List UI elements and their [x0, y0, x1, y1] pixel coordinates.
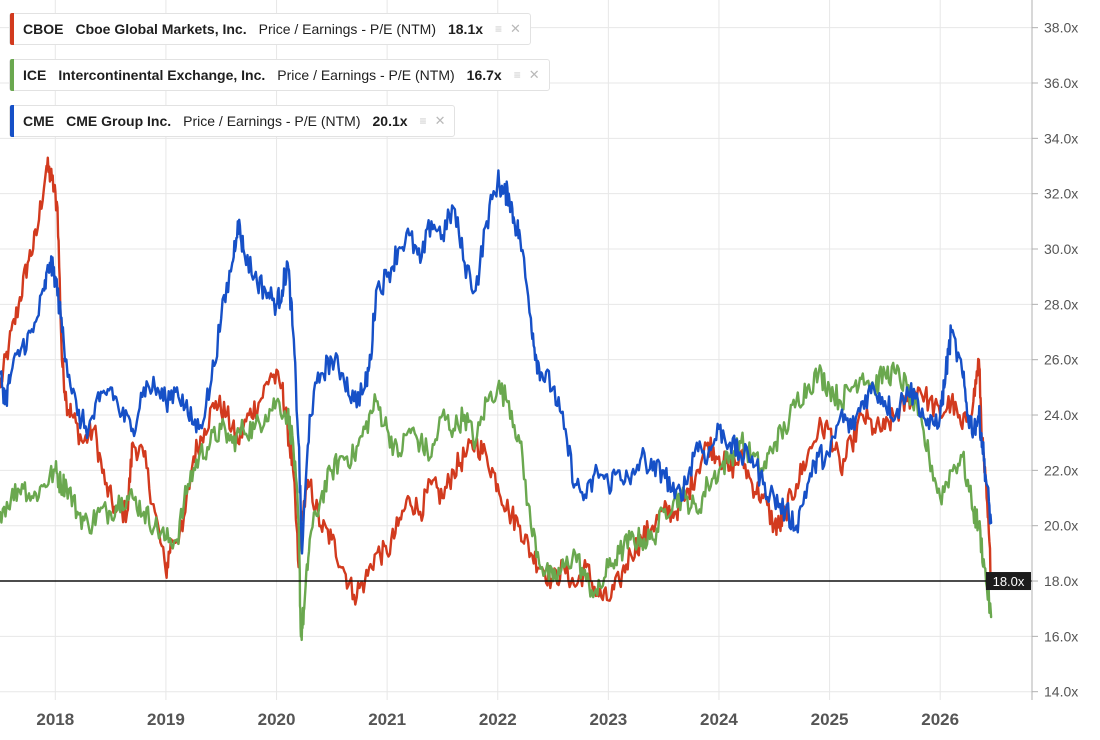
legend-color-swatch	[10, 105, 14, 137]
x-tick-label: 2025	[811, 710, 849, 729]
y-tick-label: 24.0x	[1044, 407, 1078, 423]
y-tick-label: 20.0x	[1044, 518, 1078, 534]
y-tick-label: 36.0x	[1044, 75, 1078, 91]
close-icon[interactable]: ✕	[434, 113, 446, 128]
series-line-cboe	[0, 156, 993, 606]
legend-metric-label: Price / Earnings - P/E (NTM)	[277, 67, 455, 83]
close-icon[interactable]: ✕	[528, 67, 540, 82]
x-tick-label: 2024	[700, 710, 738, 729]
legend-metric-label: Price / Earnings - P/E (NTM)	[258, 21, 436, 37]
x-tick-label: 2020	[258, 710, 296, 729]
reference-line-layer: 18.0x	[0, 572, 1032, 591]
legend-company-name: CME Group Inc.	[66, 113, 172, 129]
series-layer	[0, 156, 993, 642]
legend-item-cboe[interactable]: CBOE Cboe Global Markets, Inc. Price / Ear…	[9, 13, 531, 45]
y-tick-label: 30.0x	[1044, 241, 1078, 257]
x-tick-label: 2019	[147, 710, 185, 729]
close-icon[interactable]: ✕	[510, 21, 521, 36]
axis-layer: 14.0x 16.0x 18.0x 20.0x 22.0x 24.0x 26.0x 28.0x…	[36, 0, 1078, 729]
x-tick-label: 2023	[589, 710, 627, 729]
legend-item-cme[interactable]: CME CME Group Inc. Price / Earnings - P/E …	[9, 105, 456, 137]
x-tick-label: 2026	[921, 710, 959, 729]
legend-company-name: Cboe Global Markets, Inc.	[75, 21, 247, 37]
x-tick-label: 2021	[368, 710, 406, 729]
y-tick-label: 26.0x	[1044, 352, 1078, 368]
legend-ticker: ICE	[23, 67, 47, 83]
legend-current-value: 16.7x	[466, 67, 502, 83]
y-tick-label: 32.0x	[1044, 186, 1078, 202]
legend-current-value: 20.1x	[372, 113, 408, 129]
y-tick-label: 14.0x	[1044, 684, 1078, 700]
series-line-cme	[0, 169, 993, 555]
y-tick-label: 16.0x	[1044, 628, 1078, 644]
legend-company-name: Intercontinental Exchange, Inc.	[58, 67, 266, 83]
legend-item-ice[interactable]: ICE Intercontinental Exchange, Inc. Price …	[9, 59, 550, 91]
x-tick-label: 2022	[479, 710, 517, 729]
layers-icon[interactable]: ≡	[495, 22, 503, 36]
layers-icon[interactable]: ≡	[513, 68, 521, 82]
y-tick-label: 28.0x	[1044, 296, 1078, 312]
layers-icon[interactable]: ≡	[419, 114, 427, 128]
legend-current-value: 18.1x	[447, 21, 484, 37]
y-tick-label: 22.0x	[1044, 462, 1078, 478]
y-tick-label: 34.0x	[1044, 130, 1078, 146]
x-tick-label: 2018	[36, 710, 74, 729]
legend-ticker: CBOE	[23, 21, 64, 37]
legend-color-swatch	[10, 13, 14, 45]
reference-line-label: 18.0x	[993, 574, 1025, 589]
y-tick-label: 18.0x	[1044, 573, 1078, 589]
legend-ticker: CME	[23, 113, 55, 129]
y-tick-label: 38.0x	[1044, 20, 1078, 36]
reference-line-badge	[986, 572, 1031, 591]
series-line-ice	[0, 361, 993, 642]
legend-metric-label: Price / Earnings - P/E (NTM)	[183, 113, 361, 129]
legend-color-swatch	[10, 59, 14, 91]
